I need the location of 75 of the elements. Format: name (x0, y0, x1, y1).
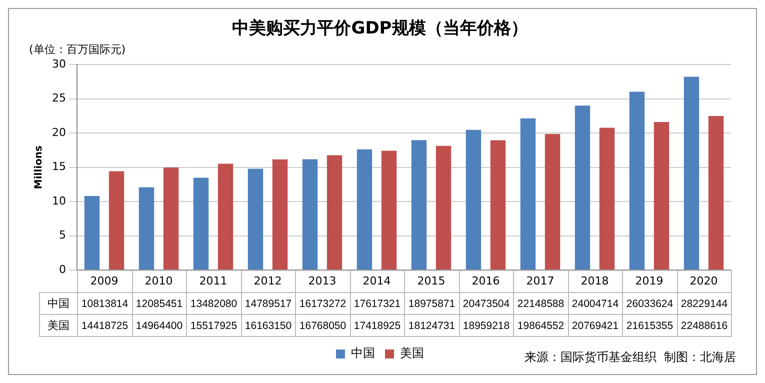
bar (708, 116, 724, 270)
text: 20473504 (459, 292, 514, 314)
text: 14964400 (132, 314, 186, 336)
x-tick-label: 2020 (690, 274, 718, 288)
y-tick-label: 10 (52, 194, 66, 208)
y-tick-label: 5 (59, 228, 66, 242)
source-note: 来源：国际货币基金组织 制图：北海居 (524, 350, 736, 364)
x-tick-label: 2009 (90, 274, 118, 288)
bar (108, 171, 124, 270)
bar (138, 187, 154, 270)
y-tick-label: 20 (52, 126, 66, 139)
text: 13482080 (186, 292, 241, 314)
x-tick-label: 2012 (254, 274, 282, 288)
bar (490, 140, 506, 270)
text: 16173272 (296, 292, 350, 314)
y-tick-label: 15 (52, 160, 66, 174)
x-tick-label: 2016 (472, 274, 500, 288)
text: 18124731 (404, 314, 459, 336)
chart-title: 中美购买力平价GDP规模（当年价格） (232, 18, 528, 39)
text: 22148588 (514, 292, 568, 314)
bar (520, 118, 536, 270)
bar (544, 134, 560, 270)
y-axis-title: Millions (34, 145, 45, 190)
x-tick-label: 2010 (144, 274, 173, 288)
bar (654, 122, 670, 270)
chart-subtitle: (单位：百万国际元) (29, 42, 126, 56)
bar (411, 140, 427, 270)
y-tick-label: 0 (59, 262, 66, 276)
text: 17617321 (350, 292, 404, 314)
bar (356, 149, 372, 270)
bar (193, 178, 209, 270)
text: 18959218 (459, 314, 514, 336)
x-tick-label: 2017 (526, 274, 554, 288)
bar (574, 106, 590, 270)
text: 中国 (40, 292, 78, 314)
bar (326, 155, 342, 270)
bar (381, 150, 397, 270)
x-tick-label: 2015 (417, 274, 446, 288)
bar (436, 146, 452, 270)
bar (163, 168, 179, 270)
text: 24004714 (568, 292, 622, 314)
y-tick-label: 30 (52, 57, 66, 70)
text: 16163150 (241, 314, 296, 336)
y-tick-label: 25 (52, 92, 66, 105)
x-tick-label: 2014 (362, 274, 391, 288)
text: 18975871 (404, 292, 459, 314)
x-tick-label: 2011 (199, 274, 228, 288)
bar (218, 164, 234, 270)
legend-label: 美国 (400, 346, 424, 360)
x-tick-label: 2013 (308, 274, 336, 288)
text: 16768050 (296, 314, 350, 336)
bar (302, 159, 318, 270)
bar (629, 92, 645, 270)
bar (599, 128, 615, 270)
text: 12085451 (132, 292, 186, 314)
text: 15517925 (186, 314, 241, 336)
text: 26033624 (622, 292, 677, 314)
x-tick-label: 2018 (580, 274, 609, 288)
bar (84, 196, 100, 270)
text: 10813814 (78, 292, 132, 314)
text: 美国 (40, 314, 78, 336)
bar (248, 168, 264, 270)
text: 20769421 (568, 314, 622, 336)
bar (466, 130, 482, 270)
bar (272, 159, 288, 270)
text: 22488616 (677, 314, 732, 336)
text: 14418725 (78, 314, 132, 336)
legend-label: 中国 (351, 346, 375, 360)
bar (684, 76, 700, 270)
text: 14789517 (241, 292, 296, 314)
text: 17418925 (350, 314, 404, 336)
text: 28229144 (677, 292, 732, 314)
x-tick-label: 2019 (635, 274, 664, 288)
text: 21615355 (622, 314, 677, 336)
text: 19864552 (514, 314, 568, 336)
